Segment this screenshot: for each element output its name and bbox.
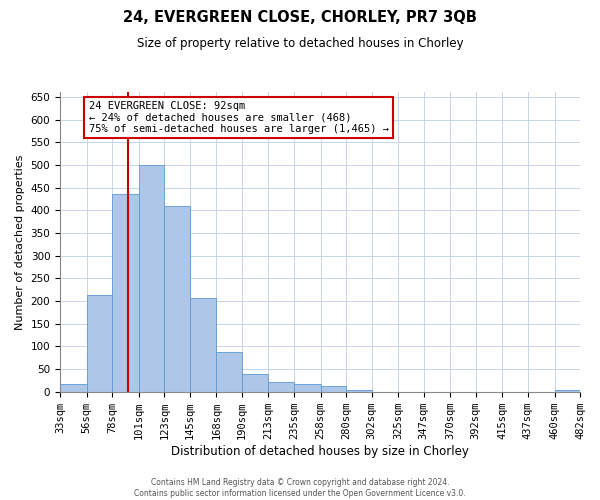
Bar	[294, 384, 320, 392]
Text: 24 EVERGREEN CLOSE: 92sqm
← 24% of detached houses are smaller (468)
75% of semi: 24 EVERGREEN CLOSE: 92sqm ← 24% of detac…	[89, 101, 389, 134]
Bar	[86, 295, 112, 392]
Bar	[320, 386, 346, 392]
Bar	[268, 382, 294, 392]
Bar	[112, 194, 139, 392]
Text: Size of property relative to detached houses in Chorley: Size of property relative to detached ho…	[137, 38, 463, 51]
Y-axis label: Number of detached properties: Number of detached properties	[15, 154, 25, 330]
Bar	[242, 374, 268, 392]
Text: Contains HM Land Registry data © Crown copyright and database right 2024.
Contai: Contains HM Land Registry data © Crown c…	[134, 478, 466, 498]
Bar	[164, 206, 190, 392]
Bar	[346, 390, 371, 392]
Text: 24, EVERGREEN CLOSE, CHORLEY, PR7 3QB: 24, EVERGREEN CLOSE, CHORLEY, PR7 3QB	[123, 10, 477, 25]
Bar	[554, 390, 580, 392]
Bar	[139, 165, 164, 392]
Bar	[60, 384, 86, 392]
Bar	[190, 298, 217, 392]
X-axis label: Distribution of detached houses by size in Chorley: Distribution of detached houses by size …	[171, 444, 469, 458]
Bar	[217, 352, 242, 392]
